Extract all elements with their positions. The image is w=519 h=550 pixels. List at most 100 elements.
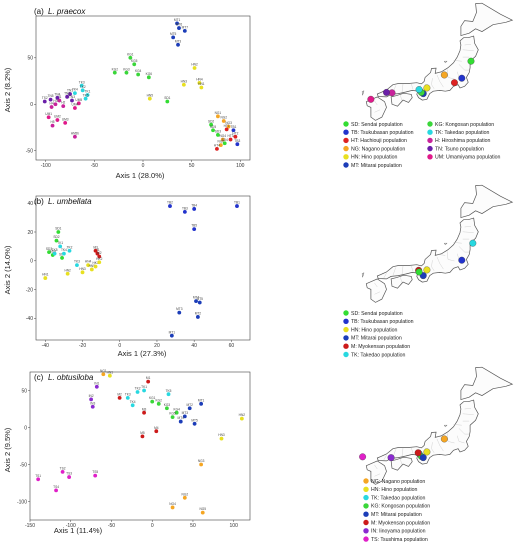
landmass [365, 278, 387, 303]
prefecture-border [374, 282, 378, 288]
prefecture-border [458, 64, 471, 71]
point-label: SD4 [50, 250, 56, 254]
point-label: KG1 [149, 396, 156, 400]
point-label: M5 [140, 431, 145, 435]
prefecture-border [401, 83, 404, 93]
x-tick-label: 40 [191, 343, 197, 349]
data-point [57, 98, 62, 103]
point-label: MT6 [176, 23, 183, 27]
data-point [65, 94, 70, 99]
point-label: TB3 [182, 206, 188, 210]
data-point [80, 270, 85, 275]
data-point [49, 105, 54, 109]
point-label: NG2 [220, 116, 227, 120]
point-label: TB4 [191, 204, 197, 208]
legend-label: H: Hiroshima population [435, 138, 490, 144]
x-tick-label: 0 [151, 523, 154, 529]
point-label: NG2 [182, 492, 189, 496]
legend-label: UM: Umamiyama population [435, 155, 501, 161]
legend-swatch [343, 310, 349, 316]
site-marker [423, 448, 431, 456]
site-marker [458, 74, 466, 82]
point-label: M3 [93, 245, 98, 249]
data-point [68, 92, 72, 96]
point-label: TK3 [74, 260, 80, 264]
legend-label: M: Myokensan population [351, 344, 410, 350]
point-label: HN2 [191, 63, 198, 67]
point-label: MT2 [195, 312, 202, 316]
data-point [86, 263, 91, 268]
point-label: HN1 [198, 82, 205, 86]
y-tick-label: 40 [27, 201, 33, 207]
panel-b-species: L. umbellata [48, 197, 92, 206]
point-label: TN2 [64, 91, 70, 95]
legend-swatch [363, 494, 369, 501]
legend-label: TB: Tsukubasan population [351, 130, 414, 136]
point-label: KG6 [146, 72, 153, 76]
panel-c-ylabel: Axis 2 (9.5%) [3, 427, 12, 472]
data-point [199, 85, 204, 90]
point-label: M1 [146, 376, 151, 380]
site-marker [423, 266, 431, 274]
prefecture-border [400, 459, 403, 465]
point-label: UM5 [75, 98, 82, 102]
point-label: HN2 [239, 413, 246, 417]
legend-label: MT: Mitarai population [351, 336, 402, 342]
legend-swatch [343, 335, 349, 341]
legend-label: TK: Takedao population [371, 495, 426, 501]
data-point [235, 142, 240, 147]
x-tick-label: 100 [230, 523, 239, 529]
x-tick-label: 0 [142, 163, 145, 169]
data-point [128, 55, 133, 60]
point-label: HN3 [181, 79, 188, 83]
data-point [70, 98, 74, 103]
prefecture-border [374, 109, 381, 113]
legend-swatch [363, 486, 369, 492]
point-label: TB3 [234, 139, 240, 143]
data-point [63, 120, 68, 125]
legend-swatch [343, 154, 349, 160]
point-label: TK1 [85, 90, 91, 94]
site-marker [359, 453, 367, 461]
data-point [93, 473, 98, 478]
point-label: KG1 [127, 52, 134, 56]
data-point [117, 396, 122, 400]
data-point [52, 251, 57, 256]
data-point [166, 392, 171, 397]
data-point [76, 101, 81, 106]
site-marker [440, 71, 448, 79]
legend-swatch [343, 137, 349, 144]
point-label: TB1 [234, 201, 240, 205]
x-tick-label: -50 [108, 523, 115, 529]
data-point [175, 21, 179, 26]
japan-maps [359, 2, 514, 485]
point-label: TK5 [83, 93, 89, 97]
prefecture-border [383, 273, 387, 279]
point-label: NG1 [100, 369, 107, 373]
prefecture-border [453, 242, 462, 244]
data-point [195, 315, 200, 319]
legend-swatch [343, 145, 349, 152]
site-marker [414, 449, 422, 457]
panel-a-ylabel: Axis 2 (8.2%) [3, 67, 12, 112]
panel-b-xlabel: Axis 1 (27.3%) [118, 349, 167, 358]
data-point [233, 134, 238, 139]
site-marker [367, 95, 375, 103]
data-point [216, 133, 220, 137]
point-label: TK4 [130, 400, 136, 404]
x-tick-label: 100 [236, 163, 245, 169]
data-point [97, 254, 102, 259]
data-point [170, 505, 175, 510]
data-point [54, 488, 58, 493]
point-label: TS5 [92, 470, 98, 474]
point-label: HT1 [224, 124, 230, 128]
point-label: KG5 [169, 412, 176, 416]
prefecture-border [436, 438, 444, 452]
legend-label: NG: Nagano population [371, 479, 425, 485]
data-point [124, 70, 129, 75]
point-label: HN1 [107, 370, 114, 374]
point-label: NG5 [199, 507, 206, 511]
site-marker [467, 57, 475, 65]
data-point [222, 141, 227, 146]
point-label: TN4 [54, 92, 60, 96]
